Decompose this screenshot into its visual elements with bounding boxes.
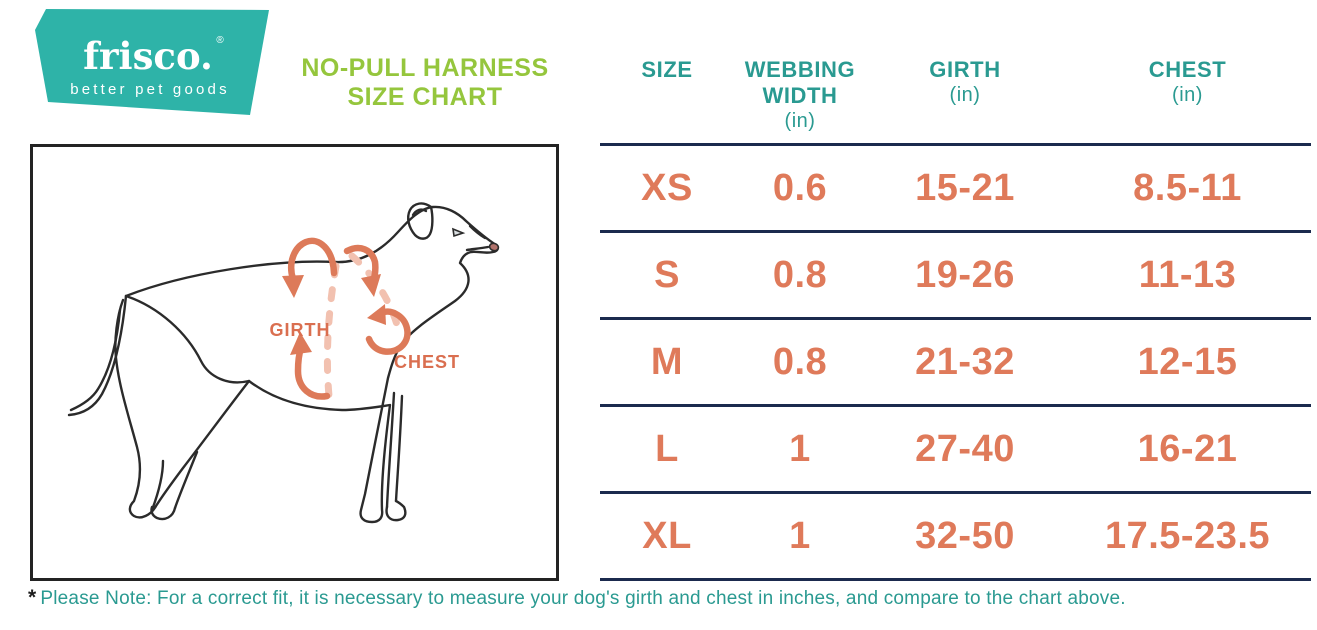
chest-arrowhead-front [367, 304, 386, 325]
col-header-size: SIZE [641, 57, 693, 82]
brand-name: frisco. [83, 34, 213, 78]
col-header-girth: GIRTH (in) [929, 57, 1001, 106]
cell-chest: 12-15 [1137, 340, 1238, 383]
col-header-webbing-width: WEBBING WIDTH (in) [744, 57, 856, 132]
cell-chest: 17.5-23.5 [1104, 514, 1271, 557]
cell-chest: 16-21 [1137, 427, 1238, 470]
cell-size: XS [641, 166, 693, 209]
cell-girth: 15-21 [915, 166, 1015, 209]
chest-band [348, 252, 404, 339]
cell-webbing: 0.8 [772, 340, 828, 383]
girth-label: GIRTH [270, 320, 331, 340]
cell-webbing: 1 [789, 514, 811, 557]
cell-webbing: 0.8 [772, 253, 828, 296]
dog-eye [452, 227, 466, 238]
footnote: * Please Note: For a correct fit, it is n… [28, 586, 1313, 610]
registered-mark: ® [216, 35, 224, 46]
girth-arrow-bottom [294, 344, 331, 400]
cell-girth: 19-26 [915, 253, 1015, 296]
dog-outline [67, 202, 499, 524]
table-row-s: S 0.8 19-26 11-13 [600, 230, 1311, 317]
table-header-row: SIZE WEBBING WIDTH (in) GIRTH (in) CHEST… [600, 0, 1311, 143]
footnote-asterisk: * [28, 586, 37, 609]
table-row-m: M 0.8 21-32 12-15 [600, 317, 1311, 404]
cell-chest: 8.5-11 [1133, 166, 1242, 209]
dog-ear [407, 202, 434, 240]
arrowheads [282, 274, 386, 355]
dog-illustration: GIRTH CHEST [30, 144, 559, 581]
girth-arrowhead-top [282, 275, 304, 298]
chest-arrow-front [365, 308, 411, 355]
dog-nose [488, 242, 500, 252]
page-title: NO-PULL HARNESS SIZE CHART [280, 54, 570, 112]
cell-size: L [655, 427, 679, 470]
cell-size: M [650, 340, 684, 383]
cell-girth: 32-50 [915, 514, 1015, 557]
brand-tagline: better pet goods [70, 81, 230, 98]
diagram-border [30, 144, 559, 581]
page-title-line2: SIZE CHART [347, 83, 503, 111]
cell-size: S [654, 253, 680, 296]
cell-girth: 27-40 [915, 427, 1015, 470]
cell-girth: 21-32 [915, 340, 1015, 383]
logo-banner-shape [35, 9, 269, 115]
table-row-xs: XS 0.6 15-21 8.5-11 [600, 143, 1311, 230]
girth-arrowhead-bottom [290, 332, 312, 355]
dog-measurement-diagram: GIRTH CHEST [30, 144, 559, 581]
chest-label: CHEST [394, 352, 460, 372]
cell-chest: 11-13 [1138, 253, 1237, 296]
footnote-text: Please Note: For a correct fit, it is ne… [40, 588, 1126, 609]
frisco-logo-banner: frisco. ® better pet goods [35, 9, 269, 115]
size-table: SIZE WEBBING WIDTH (in) GIRTH (in) CHEST… [600, 0, 1311, 581]
table-row-xl: XL 1 32-50 17.5-23.5 [600, 491, 1311, 578]
measure-arrows [287, 237, 411, 400]
table-body: XS 0.6 15-21 8.5-11 S 0.8 19-26 11-13 M … [600, 143, 1311, 581]
page-title-line1: NO-PULL HARNESS [301, 54, 549, 82]
frisco-logo: frisco. ® better pet goods [28, 5, 278, 120]
chest-arrowhead-top [361, 274, 381, 297]
girth-arrow-top [287, 237, 338, 283]
table-row-l: L 1 27-40 16-21 [600, 404, 1311, 491]
cell-webbing: 0.6 [772, 166, 828, 209]
col-header-chest: CHEST (in) [1148, 57, 1227, 106]
cell-webbing: 1 [789, 427, 811, 470]
measurement-bands [323, 252, 404, 400]
cell-size: XL [642, 514, 692, 557]
